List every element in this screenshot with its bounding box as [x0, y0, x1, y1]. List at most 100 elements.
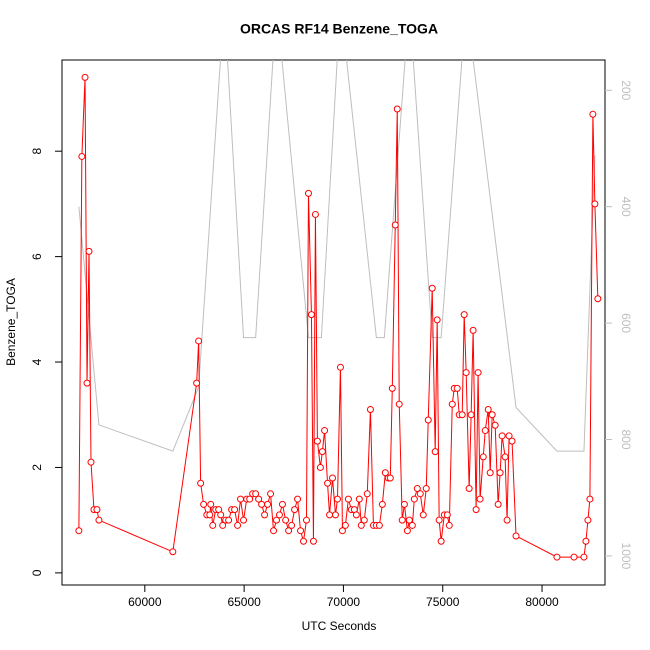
x-tick-label: 80000	[525, 595, 559, 609]
data-point	[512, 532, 520, 540]
data-point	[584, 516, 592, 524]
data-point	[360, 516, 368, 524]
data-point	[324, 479, 332, 487]
data-point	[206, 511, 214, 519]
data-point	[375, 521, 383, 529]
data-point	[83, 379, 91, 387]
data-point	[488, 411, 496, 419]
data-point	[469, 326, 477, 334]
y-tick-label: 2	[30, 464, 44, 471]
data-point	[240, 516, 248, 524]
data-point	[410, 495, 418, 503]
data-point	[85, 247, 93, 255]
data-point	[398, 516, 406, 524]
data-point	[422, 485, 430, 493]
y-tick-label: 0	[30, 569, 44, 576]
data-point	[403, 527, 411, 535]
data-point	[582, 537, 590, 545]
data-point	[193, 379, 201, 387]
y-tick-label: 6	[30, 253, 44, 260]
data-point	[75, 527, 83, 535]
data-point	[275, 511, 283, 519]
data-point	[309, 537, 317, 545]
data-point	[355, 495, 363, 503]
data-point	[246, 495, 254, 503]
data-point	[282, 516, 290, 524]
data-point	[331, 511, 339, 519]
data-point	[443, 511, 451, 519]
data-point	[169, 548, 177, 556]
y2-tick-label: 200	[619, 80, 633, 100]
data-point	[258, 500, 266, 508]
data-point	[378, 500, 386, 508]
data-point	[437, 537, 445, 545]
data-point	[467, 411, 475, 419]
data-point	[333, 495, 341, 503]
data-point	[336, 363, 344, 371]
data-point	[453, 384, 461, 392]
x-tick-label: 70000	[327, 595, 361, 609]
data-point	[357, 521, 365, 529]
data-point	[458, 411, 466, 419]
data-point	[431, 448, 439, 456]
data-point	[501, 453, 509, 461]
data-point	[363, 490, 371, 498]
data-point	[413, 485, 421, 493]
data-point	[225, 516, 233, 524]
data-point	[594, 295, 602, 303]
data-point	[479, 453, 487, 461]
data-point	[391, 221, 399, 229]
data-point	[433, 316, 441, 324]
data-point	[344, 495, 352, 503]
data-point	[338, 527, 346, 535]
data-point	[381, 469, 389, 477]
data-point	[93, 506, 101, 514]
data-point	[278, 500, 286, 508]
data-point	[474, 369, 482, 377]
data-point	[465, 485, 473, 493]
data-point	[87, 458, 95, 466]
data-point	[505, 432, 513, 440]
data-point	[462, 369, 470, 377]
data-point	[553, 553, 561, 561]
data-point	[400, 500, 408, 508]
data-point	[313, 437, 321, 445]
data-point	[219, 521, 227, 529]
data-point	[255, 495, 263, 503]
data-point	[288, 521, 296, 529]
data-point	[419, 511, 427, 519]
data-point	[200, 500, 208, 508]
data-point	[81, 73, 89, 81]
data-point	[586, 495, 594, 503]
data-point	[237, 495, 245, 503]
data-point	[393, 105, 401, 113]
data-point	[591, 200, 599, 208]
data-point	[78, 152, 86, 160]
data-point	[304, 189, 312, 197]
data-point	[476, 495, 484, 503]
data-point	[503, 516, 511, 524]
y2-tick-label: 800	[619, 429, 633, 449]
data-point	[448, 400, 456, 408]
data-point	[252, 490, 260, 498]
data-point	[408, 521, 416, 529]
x-axis-label: UTC Seconds	[302, 619, 377, 633]
chart-title: ORCAS RF14 Benzene_TOGA	[240, 21, 438, 37]
data-point	[366, 405, 374, 413]
data-point	[388, 384, 396, 392]
data-point	[297, 527, 305, 535]
data-point	[460, 311, 468, 319]
data-point	[195, 337, 203, 345]
plot-frame	[61, 59, 606, 586]
data-point	[291, 506, 299, 514]
data-point	[209, 521, 217, 529]
y-tick-label: 8	[30, 148, 44, 155]
data-point	[311, 210, 319, 218]
x-tick-label: 65000	[227, 595, 261, 609]
data-point	[491, 421, 499, 429]
data-point	[231, 506, 239, 514]
data-point	[316, 463, 324, 471]
x-tick-label: 75000	[426, 595, 460, 609]
